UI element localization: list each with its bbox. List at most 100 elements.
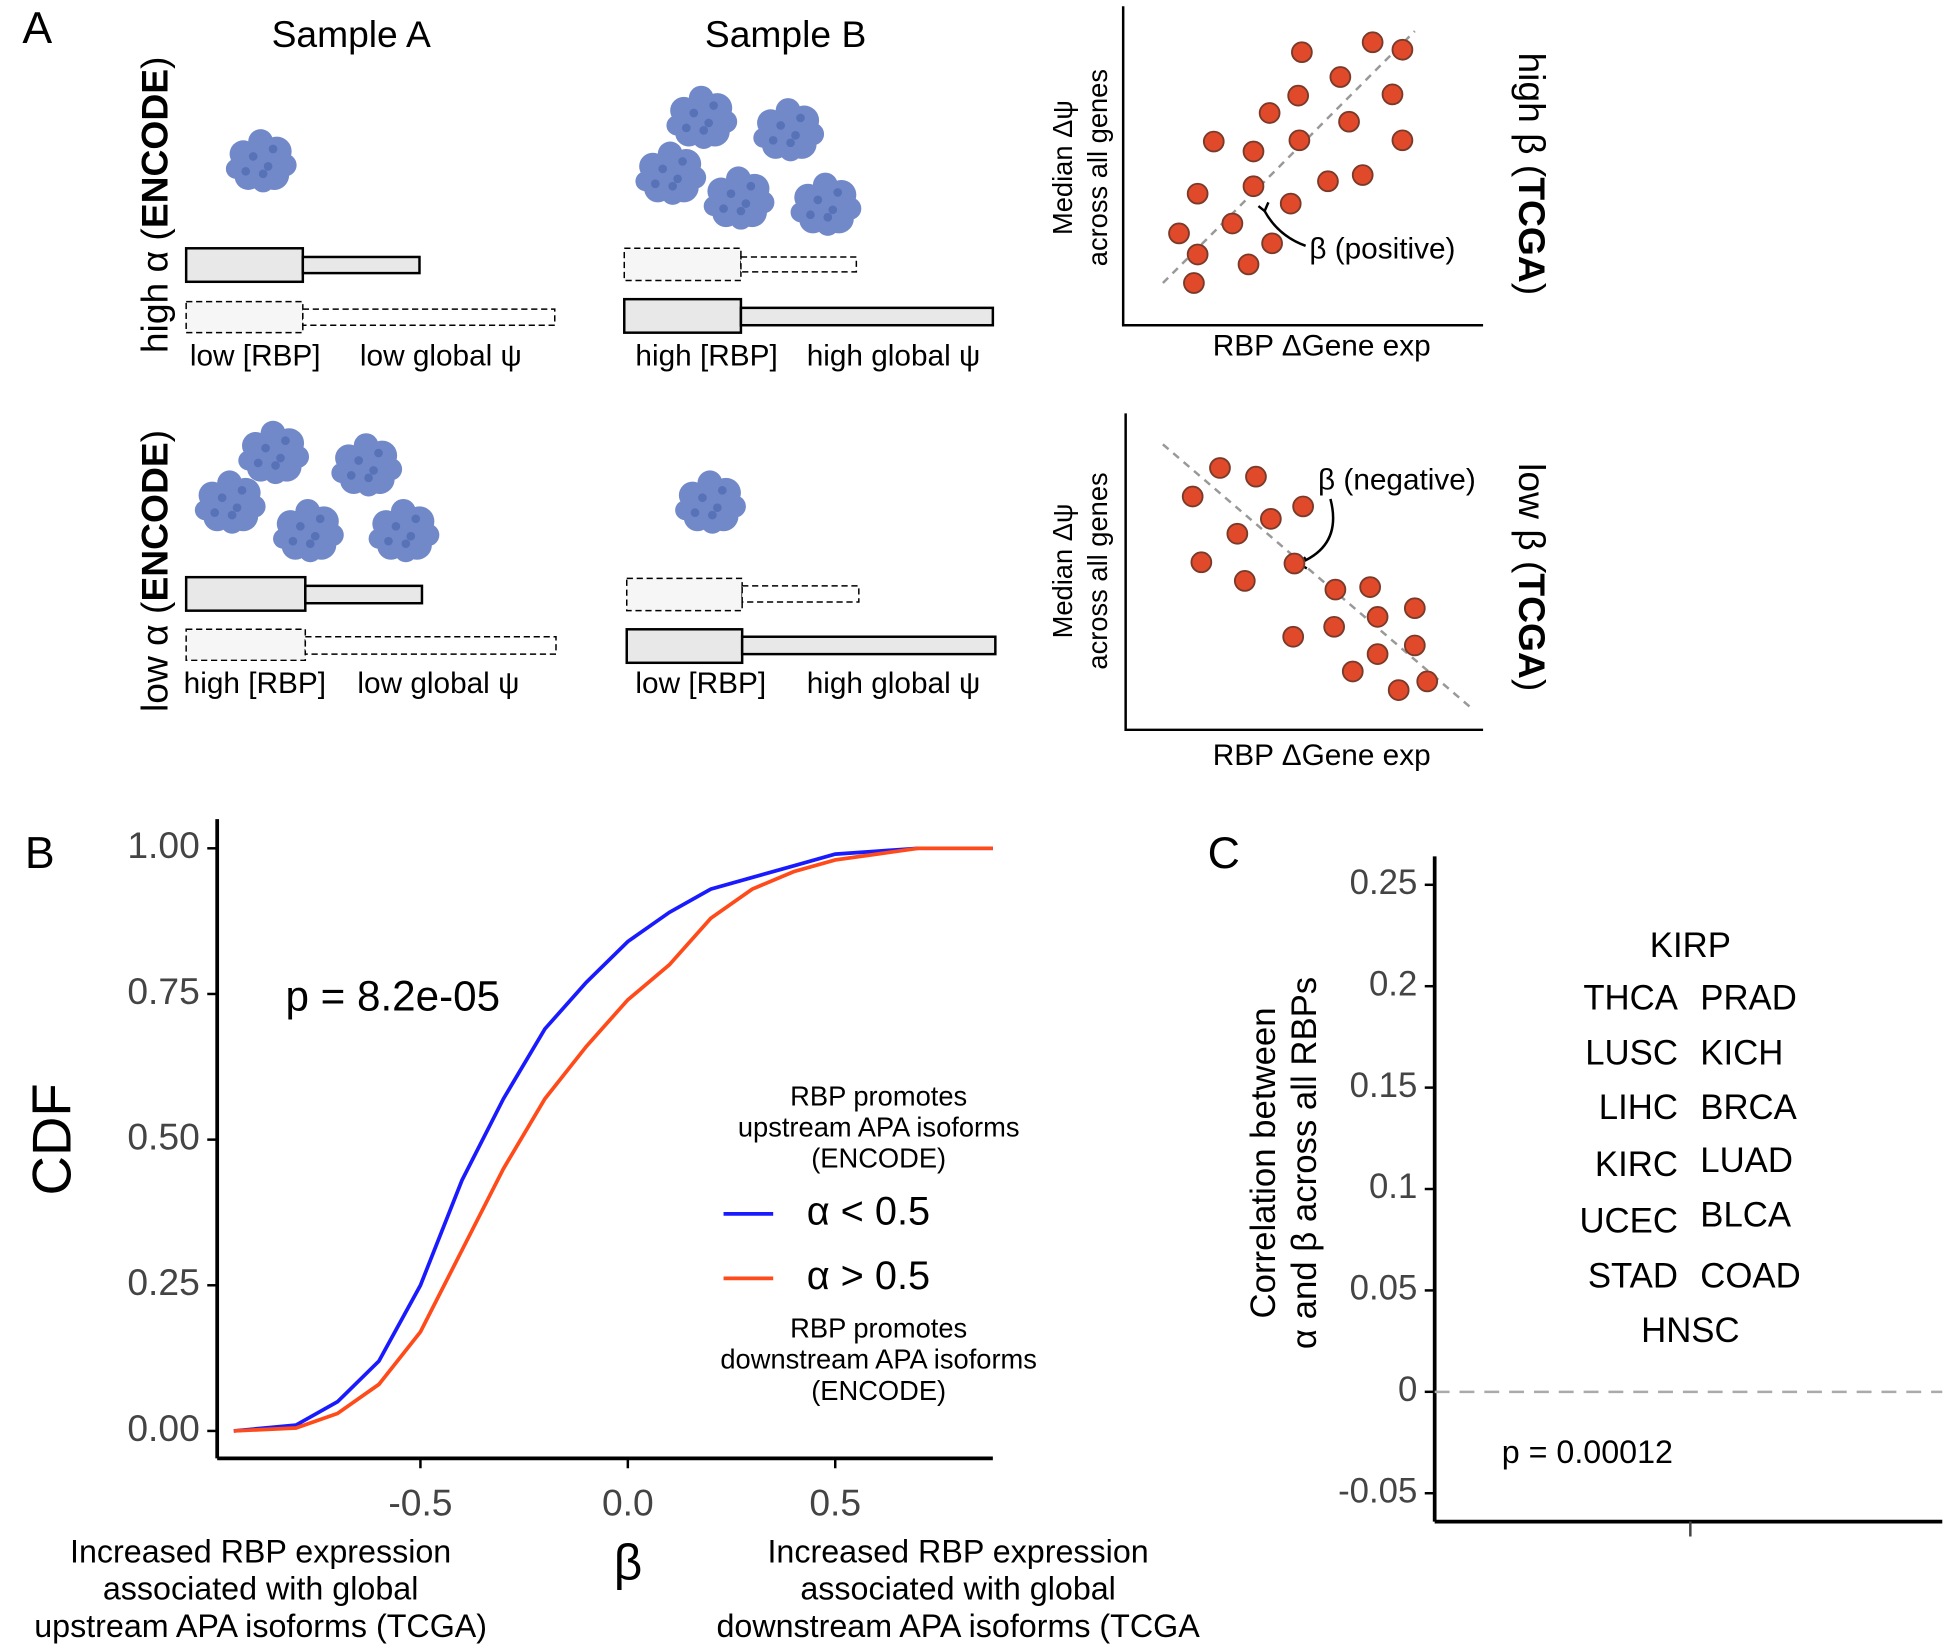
arrow: [1297, 498, 1335, 565]
schematic-dot: [1261, 232, 1283, 255]
protein-spot: [217, 493, 227, 503]
protein-lobe: [251, 170, 275, 193]
trend-line: [1162, 30, 1416, 284]
axis-title: across all genes: [1082, 472, 1113, 669]
schematic-dot: [1317, 170, 1339, 193]
schematic-dot: [1416, 670, 1439, 693]
protein-spot: [384, 536, 393, 546]
panel-label: C: [1208, 829, 1240, 878]
protein-spot: [253, 458, 263, 468]
protein-lobe: [194, 500, 215, 521]
protein-lobe: [790, 202, 811, 223]
protein-spot: [374, 448, 383, 458]
protein-lobe: [683, 166, 707, 189]
protein-spot: [346, 471, 356, 480]
bar: [304, 584, 424, 605]
protein-lobe: [295, 498, 321, 524]
protein-spot: [668, 181, 678, 191]
schematic-dot: [1183, 272, 1205, 294]
protein-lobe: [243, 495, 266, 518]
protein-spot: [776, 121, 785, 130]
cancer-label: LUAD: [1700, 1142, 1793, 1180]
panel-label: B: [25, 829, 55, 878]
protein-lobe: [701, 511, 724, 534]
arrow: [1263, 210, 1307, 247]
cancer-label: KIRC: [1595, 1146, 1678, 1184]
cancer-label: THCA: [1583, 980, 1678, 1018]
row-label-part: ): [1511, 679, 1553, 691]
protein-lobe: [779, 139, 802, 162]
protein-spot: [786, 138, 795, 148]
protein-spot: [406, 531, 416, 541]
protein-lobe: [225, 158, 246, 179]
protein-icon: [675, 470, 746, 534]
y-tick-label: 0.05: [1350, 1270, 1418, 1308]
y-tick-label: 0.25: [1350, 864, 1418, 902]
protein-spot: [261, 443, 270, 453]
protein-lobe: [838, 197, 862, 220]
protein-spot: [828, 205, 838, 215]
protein-lobe: [714, 110, 738, 133]
isoform-bars: [184, 247, 997, 665]
protein-spot: [690, 508, 700, 517]
protein-spot: [281, 436, 290, 445]
y-tick-label: 0.00: [127, 1407, 199, 1449]
bar: [185, 628, 307, 662]
x-tick-label: 0.0: [602, 1481, 654, 1523]
schematic-dot: [1242, 175, 1265, 198]
protein-spot: [364, 473, 373, 483]
protein-icon: [225, 129, 297, 193]
cancer-label: KIRP: [1650, 927, 1731, 965]
annotation: β (negative): [1318, 463, 1476, 496]
bar: [740, 635, 997, 656]
schematic-dot: [1202, 130, 1225, 153]
row-label: low β (TCGA): [1511, 463, 1553, 691]
row-label-part: ENCODE: [133, 442, 175, 601]
panel-a: A Sample A Sample B high α (ENCODE) low …: [22, 4, 1553, 772]
legend-label: α > 0.5: [807, 1254, 930, 1298]
protein-spot: [288, 536, 298, 546]
protein-lobe: [220, 511, 244, 534]
bar-label: high [RBP]: [635, 339, 777, 372]
x-note: upstream APA isoforms (TCGA): [34, 1608, 487, 1644]
cancer-label: COAD: [1700, 1257, 1800, 1295]
protein-spot: [650, 179, 660, 189]
schematic-dot: [1168, 222, 1190, 245]
axis: [1121, 6, 1484, 327]
protein-spot: [305, 539, 315, 548]
protein-lobe: [675, 500, 695, 521]
protein-spot: [699, 126, 709, 135]
schematic-dot: [1291, 41, 1313, 64]
protein-lobe: [703, 196, 724, 217]
x-axis-title: β: [614, 1534, 643, 1590]
x-note: Increased RBP expression: [767, 1533, 1148, 1569]
x-note: associated with global: [103, 1571, 419, 1607]
protein-spot: [717, 485, 727, 495]
protein-lobe: [299, 539, 322, 563]
protein-lobe: [417, 523, 440, 547]
y-tick-label: 0.2: [1369, 965, 1417, 1003]
schematic-dot: [1391, 129, 1414, 152]
legend-note: RBP promotes: [790, 1313, 967, 1344]
bar: [739, 306, 995, 327]
bar: [302, 308, 556, 326]
cdf-line: [233, 846, 993, 1433]
protein-lobe: [666, 115, 687, 136]
y-tick-label: 0: [1398, 1371, 1417, 1409]
protein-spot: [268, 144, 278, 154]
arrow-head: [1257, 201, 1270, 214]
protein-spot: [276, 453, 285, 463]
schematic-dot: [1226, 522, 1249, 545]
protein-spot: [237, 485, 247, 495]
protein-lobe: [661, 182, 684, 205]
legend-title: upstream APA isoforms: [738, 1112, 1020, 1143]
row-label-part: ENCODE: [133, 69, 175, 228]
protein-lobe: [368, 528, 389, 549]
protein-spot: [698, 493, 707, 503]
protein-spot: [315, 514, 325, 524]
schematic-dot: [1221, 212, 1244, 235]
bar: [185, 300, 304, 334]
cancer-label: LIHC: [1599, 1089, 1678, 1127]
protein-spot: [709, 101, 718, 110]
y-tick-label: 1.00: [127, 824, 199, 866]
